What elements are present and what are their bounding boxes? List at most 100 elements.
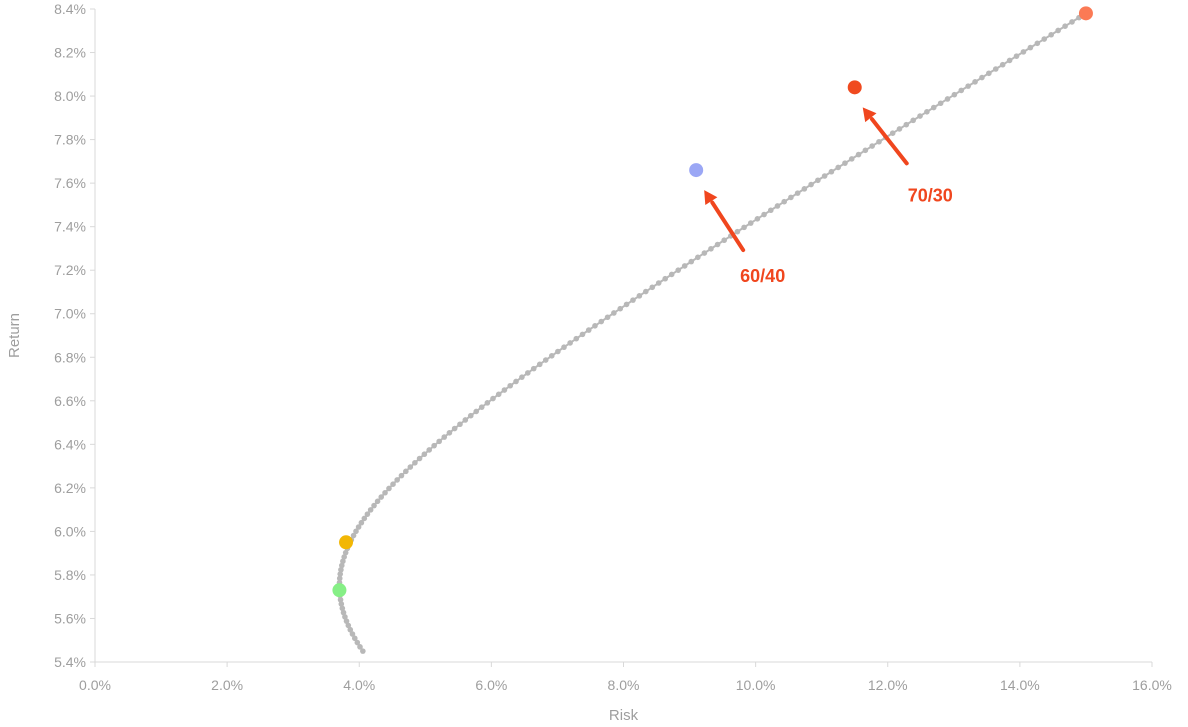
frontier-point	[876, 138, 882, 145]
x-tick-label: 6.0%	[475, 677, 507, 693]
frontier-point	[549, 352, 555, 359]
highlight-points	[332, 6, 1093, 598]
frontier-point	[555, 348, 561, 355]
frontier-point	[808, 181, 814, 188]
frontier-point	[338, 601, 345, 607]
y-tick-label: 8.4%	[54, 1, 86, 17]
frontier-point	[930, 104, 937, 111]
y-tick-label: 6.0%	[54, 523, 86, 539]
frontier-point	[910, 117, 916, 124]
frontier-point	[848, 156, 855, 162]
frontier-point	[1013, 53, 1020, 59]
highlight-point	[847, 80, 862, 95]
frontier-point	[774, 203, 781, 209]
frontier-point	[1020, 49, 1027, 55]
frontier-point	[695, 254, 701, 261]
x-tick-label: 16.0%	[1132, 677, 1172, 693]
frontier-point	[761, 211, 767, 218]
frontier-point	[561, 344, 567, 351]
frontier-point	[339, 605, 346, 612]
frontier-point	[747, 220, 754, 226]
annotation-arrow-shaft	[869, 117, 909, 166]
y-tick-label: 8.2%	[54, 45, 86, 61]
annotation-arrow-shaft	[710, 200, 746, 253]
frontier-point	[338, 566, 344, 573]
y-tick-label: 6.6%	[54, 393, 86, 409]
highlight-point	[339, 535, 354, 550]
highlight-point	[332, 583, 347, 598]
x-tick-label: 4.0%	[343, 677, 375, 693]
frontier-point	[781, 198, 787, 205]
frontier-point	[403, 468, 409, 475]
frontier-point	[398, 472, 405, 479]
frontier-point	[501, 387, 508, 393]
frontier-point	[507, 382, 514, 389]
frontier-point	[350, 532, 357, 539]
frontier-point	[340, 558, 346, 565]
frontier-point	[573, 335, 580, 342]
frontier-point	[382, 489, 388, 496]
frontier-point	[1062, 23, 1068, 29]
frontier-point	[353, 528, 359, 535]
frontier-point	[536, 361, 543, 368]
frontier-point	[681, 263, 688, 269]
y-tick-label: 7.4%	[54, 219, 86, 235]
frontier-point	[530, 365, 537, 372]
frontier-point	[767, 207, 774, 214]
frontier-point	[567, 340, 573, 346]
frontier-point	[944, 96, 951, 102]
frontier-point	[355, 524, 362, 530]
frontier-point	[842, 160, 848, 166]
frontier-line	[338, 12, 1087, 652]
highlight-point	[689, 163, 704, 178]
frontier-point	[357, 644, 363, 650]
frontier-point	[478, 404, 485, 410]
frontier-point	[513, 378, 519, 385]
frontier-point	[623, 301, 630, 308]
frontier-point	[643, 288, 649, 295]
frontier-point	[451, 425, 458, 432]
frontier-point	[662, 275, 668, 282]
frontier-point	[412, 459, 418, 466]
frontier-point	[896, 126, 903, 132]
frontier-curve	[336, 10, 1089, 654]
frontier-point	[462, 417, 469, 423]
frontier-point	[585, 327, 592, 333]
frontier-point	[367, 507, 374, 513]
frontier-point	[821, 173, 828, 179]
annotation-label: 70/30	[908, 185, 953, 205]
frontier-point	[1041, 36, 1048, 42]
frontier-point	[734, 228, 741, 235]
frontier-point	[835, 164, 841, 171]
frontier-point	[343, 618, 350, 624]
frontier-point	[446, 430, 453, 436]
frontier-point	[815, 177, 821, 184]
frontier-point	[337, 596, 344, 603]
frontier-point	[951, 91, 958, 98]
frontier-point	[342, 549, 349, 556]
frontier-point	[999, 61, 1006, 68]
y-tick-label: 6.8%	[54, 349, 86, 365]
frontier-point	[378, 494, 385, 500]
frontier-point	[337, 571, 344, 577]
frontier-point	[386, 485, 392, 492]
frontier-point	[992, 66, 999, 72]
x-axis-ticks: 0.0% 2.0% 4.0% 6.0% 8.0% 10.0% 12.0% 14.0% 16.0%	[79, 662, 1172, 693]
frontier-point	[354, 639, 361, 646]
frontier-point	[630, 297, 636, 303]
annotation-label: 60/40	[740, 266, 785, 286]
frontier-point	[542, 357, 549, 363]
frontier-point	[924, 109, 930, 115]
frontier-point	[604, 314, 611, 321]
frontier-point	[1034, 40, 1041, 47]
frontier-point	[345, 622, 352, 629]
annotation-arrow-head	[862, 107, 877, 123]
y-tick-label: 5.8%	[54, 567, 86, 583]
frontier-point	[341, 554, 347, 560]
y-tick-label: 7.6%	[54, 175, 86, 191]
x-tick-label: 14.0%	[1000, 677, 1040, 693]
frontier-point	[436, 438, 442, 445]
frontier-point	[484, 400, 491, 406]
frontier-point	[675, 267, 681, 273]
frontier-point	[598, 318, 605, 325]
